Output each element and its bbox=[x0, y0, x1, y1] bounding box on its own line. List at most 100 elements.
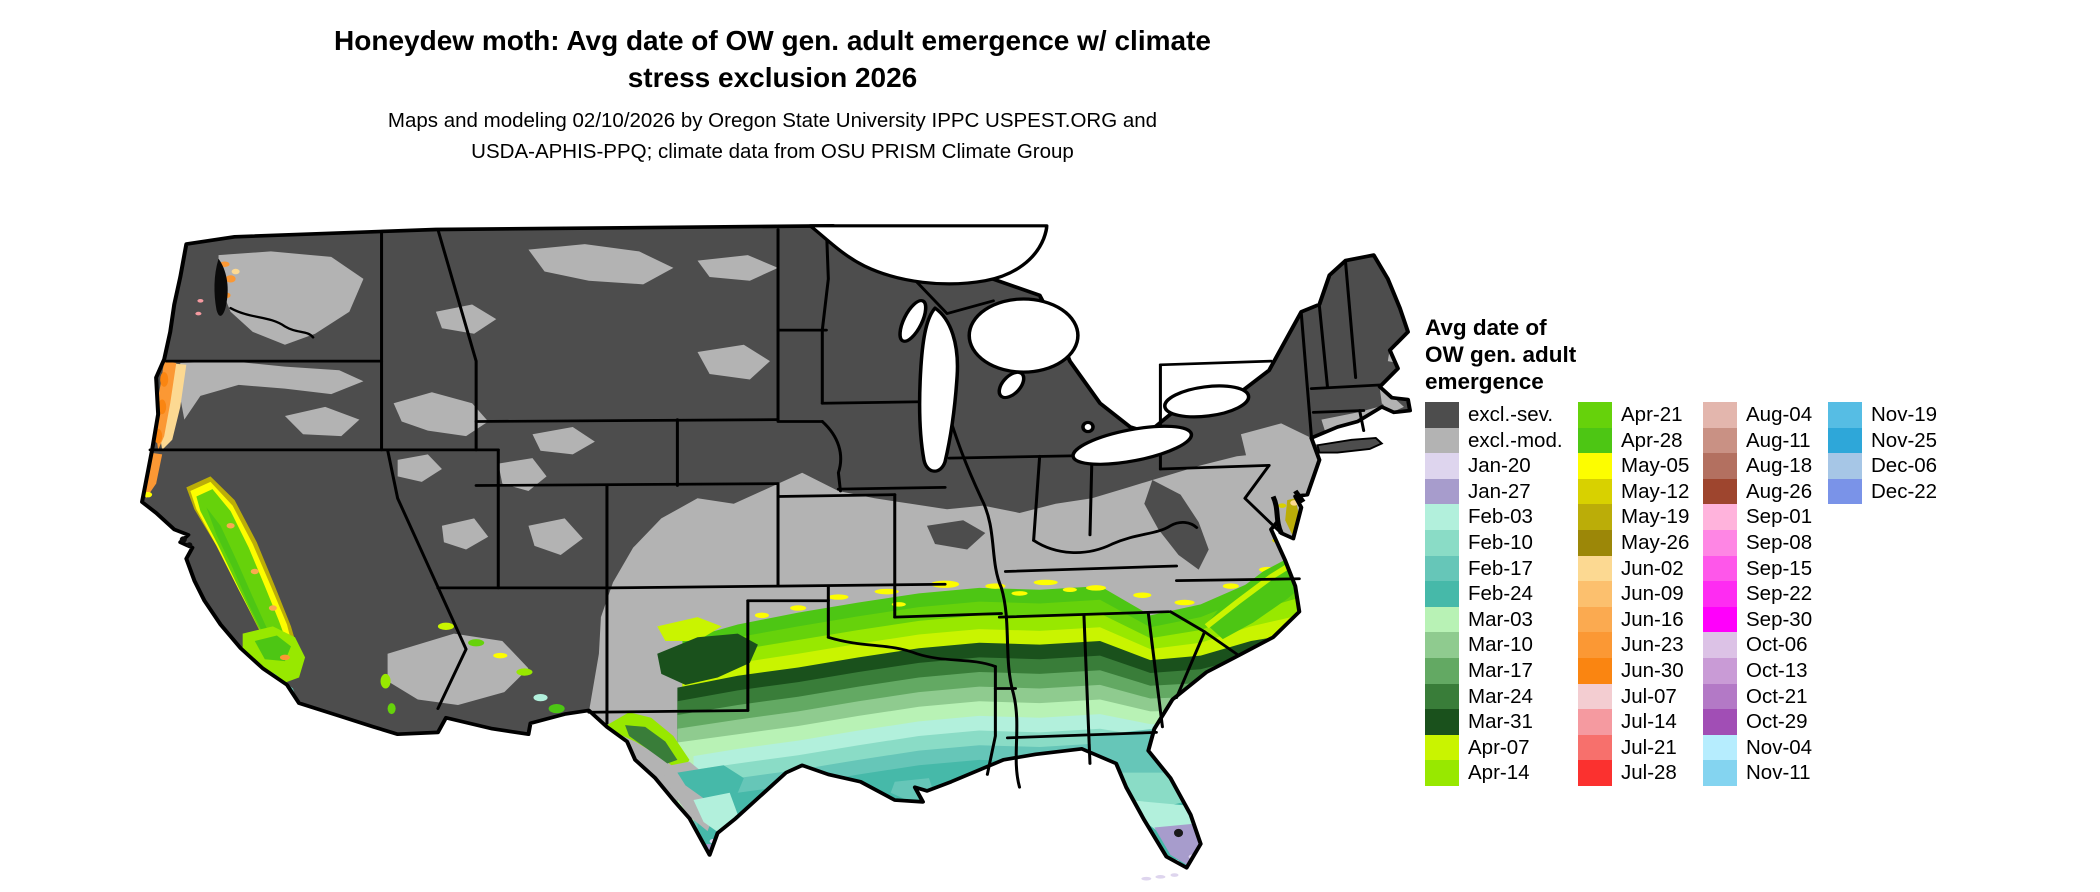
legend-row: Mar-03 bbox=[1425, 606, 1578, 633]
legend-label: Jul-07 bbox=[1621, 684, 1677, 708]
legend-label: Aug-18 bbox=[1746, 454, 1813, 478]
legend-swatch bbox=[1828, 453, 1862, 479]
legend-row: May-19 bbox=[1578, 504, 1703, 530]
map-fill-layers bbox=[142, 225, 1410, 868]
legend-label: Sep-22 bbox=[1746, 582, 1813, 606]
legend-label: Apr-21 bbox=[1621, 403, 1683, 426]
legend-row: Mar-31 bbox=[1425, 709, 1578, 735]
legend-swatch bbox=[1578, 581, 1612, 607]
legend-swatch bbox=[1703, 632, 1737, 658]
legend-label: May-12 bbox=[1621, 479, 1690, 503]
sf-bay-south bbox=[186, 542, 193, 548]
legend-row: Feb-17 bbox=[1425, 555, 1578, 582]
legend-swatch bbox=[1578, 632, 1612, 658]
green-bay bbox=[898, 298, 928, 343]
legend-row: Feb-10 bbox=[1425, 529, 1578, 556]
legend-column-1: excl.-sev. excl.-mod. Jan-20 Jan-27 Feb-03 Fe… bbox=[1425, 402, 1578, 786]
legend-row: Sep-22 bbox=[1703, 581, 1828, 607]
legend-title-line-1: Avg date of bbox=[1425, 315, 1547, 340]
legend-swatch bbox=[1425, 606, 1459, 633]
legend-swatch bbox=[1828, 478, 1862, 505]
legend-label: excl.-sev. bbox=[1468, 403, 1554, 426]
legend-swatch bbox=[1425, 504, 1459, 530]
legend-label: Jul-14 bbox=[1621, 710, 1677, 734]
legend-swatch bbox=[1703, 529, 1737, 556]
conus-outline bbox=[140, 224, 1412, 870]
legend-swatch bbox=[1703, 402, 1737, 428]
legend-row: Sep-30 bbox=[1703, 606, 1828, 633]
legend-swatch bbox=[1578, 529, 1612, 556]
legend-row: Apr-07 bbox=[1425, 734, 1578, 761]
legend-column-3: Aug-04 Aug-11 Aug-18 Aug-26 Sep-01 Sep-08 Sep-… bbox=[1703, 402, 1828, 786]
big-bend-tongue bbox=[606, 712, 690, 773]
legend-row: Feb-24 bbox=[1425, 581, 1578, 607]
legend-label: Oct-21 bbox=[1746, 684, 1808, 708]
sf-bay bbox=[179, 536, 187, 543]
legend-label: Jul-28 bbox=[1621, 761, 1677, 785]
legend-swatch bbox=[1578, 709, 1612, 735]
legend-label: Sep-30 bbox=[1746, 607, 1813, 631]
legend-label: May-26 bbox=[1621, 530, 1690, 554]
delaware-bay bbox=[1293, 489, 1306, 504]
subtitle-line-1: Maps and modeling 02/10/2026 by Oregon S… bbox=[387, 109, 1158, 132]
legend-label: Jun-02 bbox=[1621, 556, 1684, 580]
legend-swatch bbox=[1425, 632, 1459, 658]
legend-label: Jun-23 bbox=[1621, 633, 1684, 657]
legend-swatch bbox=[1578, 402, 1612, 428]
legend-swatch bbox=[1578, 606, 1612, 633]
legend-swatch bbox=[1425, 402, 1459, 428]
legend-row: May-26 bbox=[1578, 529, 1703, 556]
legend-label: Dec-22 bbox=[1871, 479, 1938, 503]
legend-label: Apr-07 bbox=[1468, 735, 1530, 759]
legend-row: Sep-01 bbox=[1703, 504, 1828, 530]
legend-swatch bbox=[1425, 683, 1459, 710]
legend-label: Oct-13 bbox=[1746, 658, 1808, 682]
legend-label: May-05 bbox=[1621, 454, 1690, 478]
chesapeake-bay bbox=[1270, 495, 1284, 534]
legend-label: Nov-04 bbox=[1746, 735, 1813, 759]
legend-row: Feb-03 bbox=[1425, 504, 1578, 530]
legend-label: Sep-08 bbox=[1746, 530, 1813, 554]
legend-label: Jun-16 bbox=[1621, 607, 1684, 631]
legend-swatch bbox=[1703, 555, 1737, 582]
legend-swatch bbox=[1703, 734, 1737, 761]
long-island bbox=[1316, 437, 1384, 454]
florida-keys-3 bbox=[1170, 873, 1179, 877]
legend-row: Nov-25 bbox=[1828, 427, 1960, 454]
legend-swatch bbox=[1703, 760, 1737, 786]
legend-label: Sep-01 bbox=[1746, 505, 1813, 529]
legend-swatch bbox=[1703, 427, 1737, 454]
conus-map bbox=[134, 224, 1414, 886]
legend-label: Jul-21 bbox=[1621, 735, 1677, 759]
legend-label: excl.-mod. bbox=[1468, 428, 1563, 452]
legend-columns: excl.-sev. excl.-mod. Jan-20 Jan-27 Feb-03 Fe… bbox=[1425, 402, 1960, 786]
legend-row: Jul-28 bbox=[1578, 760, 1703, 786]
legend-row: Oct-29 bbox=[1703, 709, 1828, 735]
legend-swatch bbox=[1578, 734, 1612, 761]
legend-row: Jan-20 bbox=[1425, 453, 1578, 479]
lake-michigan bbox=[917, 306, 960, 473]
legend-swatch bbox=[1425, 734, 1459, 761]
legend-label: Nov-25 bbox=[1871, 428, 1938, 452]
legend-row: Dec-06 bbox=[1828, 453, 1960, 479]
legend-label: May-19 bbox=[1621, 505, 1690, 529]
legend-swatch bbox=[1578, 555, 1612, 582]
legend-row: Sep-08 bbox=[1703, 529, 1828, 556]
legend-label: Aug-11 bbox=[1746, 428, 1811, 452]
legend-row: Oct-06 bbox=[1703, 632, 1828, 658]
legend-row: Nov-19 bbox=[1828, 402, 1960, 428]
legend-row: Oct-13 bbox=[1703, 657, 1828, 684]
legend-column-2: Apr-21 Apr-28 May-05 May-12 May-19 May-26 Jun-… bbox=[1578, 402, 1703, 786]
legend-row: Nov-04 bbox=[1703, 734, 1828, 761]
legend-row: Jun-23 bbox=[1578, 632, 1703, 658]
legend-label: Mar-03 bbox=[1468, 607, 1533, 631]
legend-swatch bbox=[1425, 581, 1459, 607]
legend-row: Jun-02 bbox=[1578, 555, 1703, 582]
puget-sound bbox=[214, 258, 228, 316]
lake-okeechobee bbox=[1174, 828, 1184, 838]
legend-swatch bbox=[1703, 657, 1737, 684]
legend-label: Mar-24 bbox=[1468, 684, 1533, 708]
florida-keys bbox=[1141, 876, 1152, 881]
map-legend: Avg date of OW gen. adult emergence excl… bbox=[1425, 314, 1960, 786]
